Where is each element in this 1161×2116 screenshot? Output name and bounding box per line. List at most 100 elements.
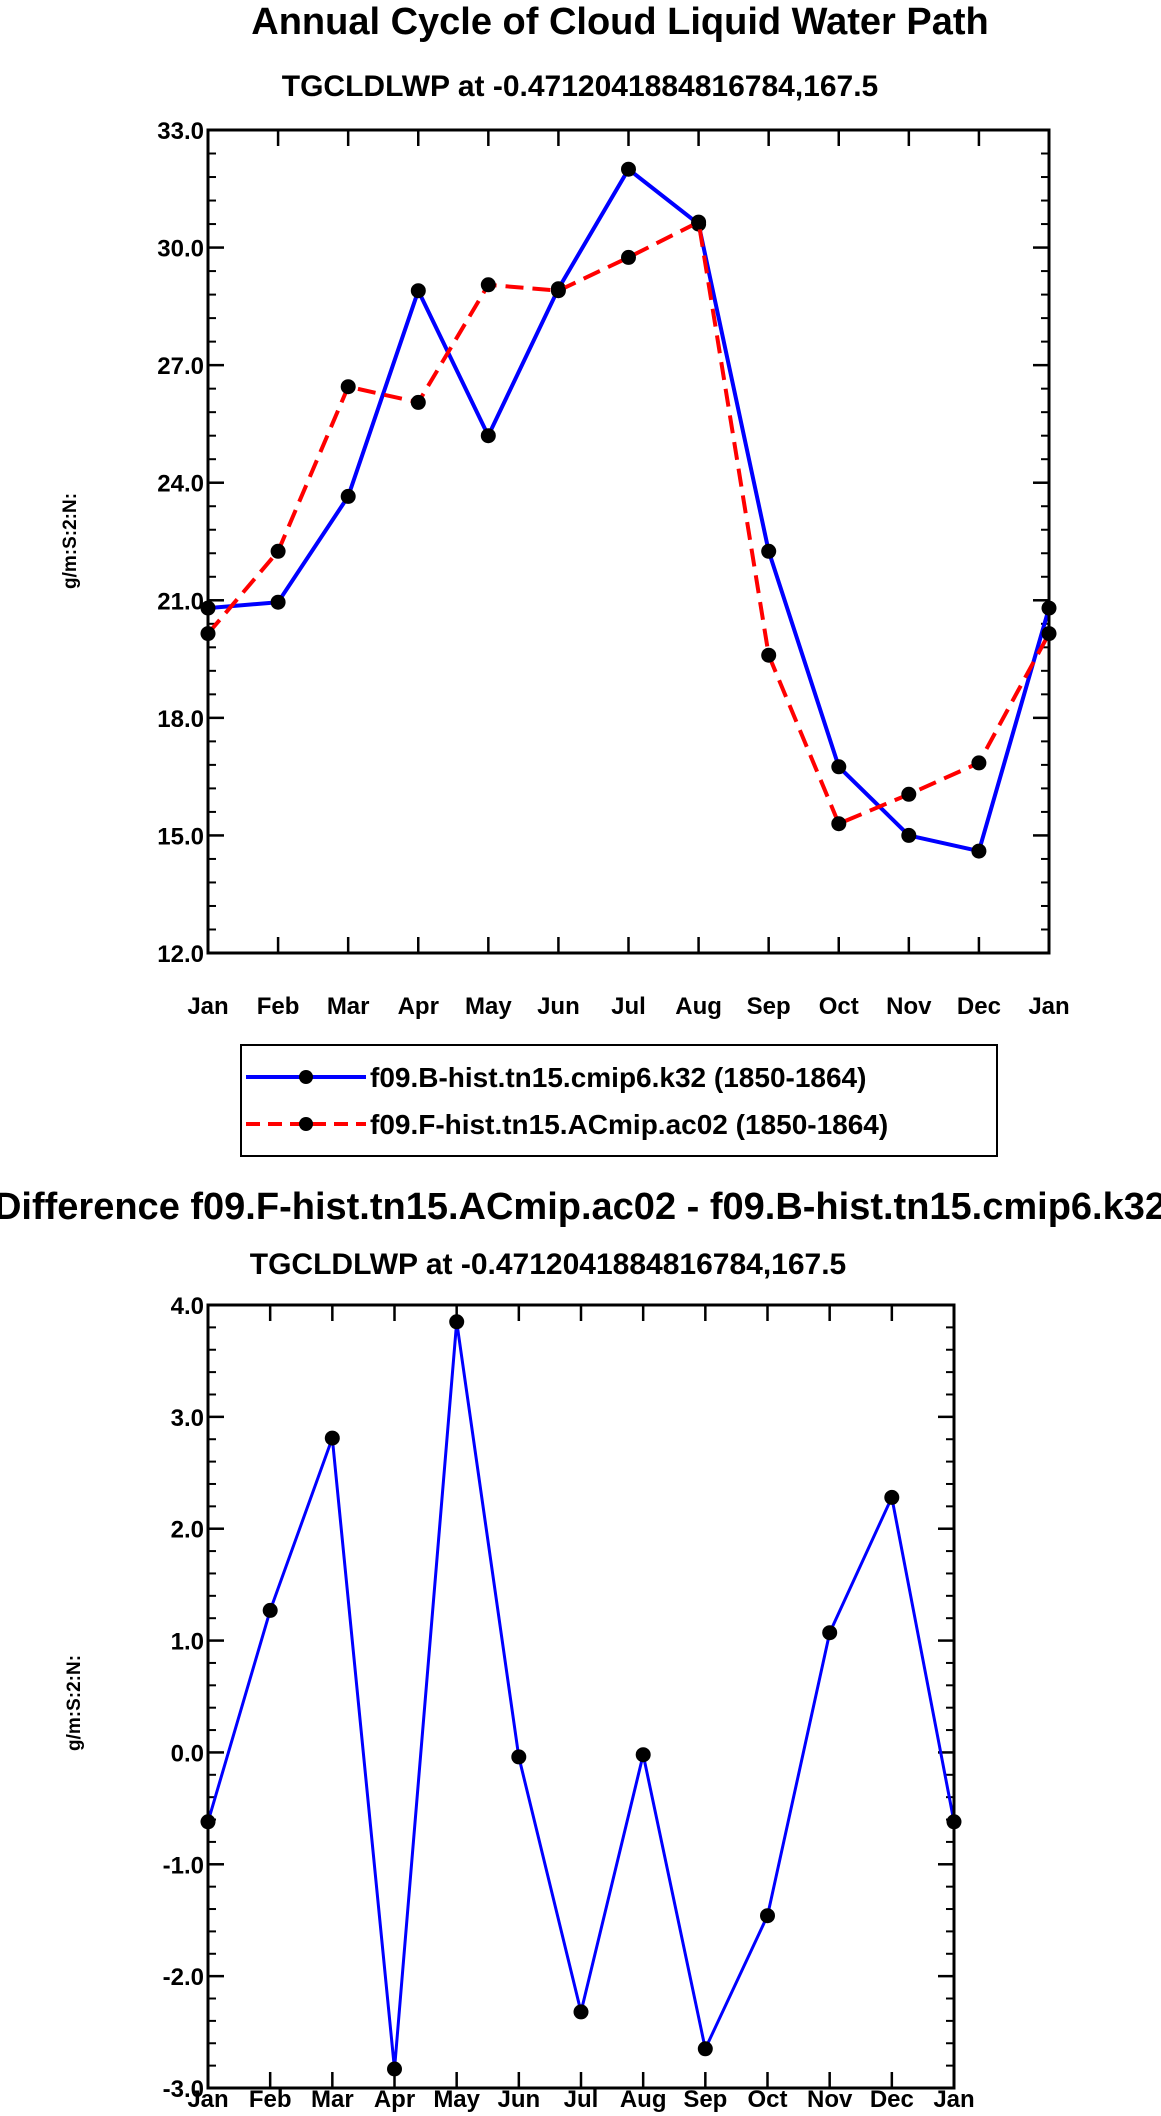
data-point-oct [760,1908,775,1924]
y-tick-label: 15.0 [157,823,204,850]
x-tick-label-apr: Apr [374,2086,415,2113]
data-point-jul [573,2004,589,2020]
data-point-sep [697,2041,713,2057]
y-tick-label: 24.0 [157,471,204,498]
data-point-jun [550,283,566,299]
chart1-title: Annual Cycle of Cloud Liquid Water Path [251,1,989,43]
series-line [206,1320,956,2071]
y-tick-label: 1.0 [171,1629,204,1656]
annual-cycle-chart: Annual Cycle of Cloud Liquid Water Path … [60,1,1070,1020]
y-tick-label: 18.0 [157,706,204,733]
x-tick-label-nov: Nov [886,993,932,1020]
y-tick-label: -1.0 [163,1852,204,1879]
x-tick-label-dec: Dec [870,2086,914,2113]
legend-box [240,1044,998,1157]
chart1-plot-frame [206,128,1051,955]
legend: f09.B-hist.tn15.cmip6.k32 (1850-1864) f0… [240,1044,998,1157]
data-point-oct [831,759,847,775]
data-point-mar [324,1430,340,1446]
y-tick-label: 4.0 [171,1293,204,1320]
series-line [207,167,1051,854]
x-tick-label-jun: Jun [537,993,580,1020]
y-tick-label: 33.0 [157,118,204,145]
chart2-plot-frame [206,1303,956,2090]
data-point-oct [831,816,847,832]
series-difference [200,1314,962,2077]
data-point-may [480,428,496,444]
x-tick-label-nov: Nov [807,2086,853,2113]
data-point-mar [340,379,356,395]
y-tick-label: 3.0 [171,1405,204,1432]
chart1-axis-ticks [206,128,1051,955]
chart1-y-axis-label: g/m:S:2:N: [60,493,81,589]
x-tick-label-jan: Jan [187,993,228,1020]
data-point-apr [410,283,426,299]
y-tick-label: 12.0 [157,941,204,968]
legend-label-b-hist: f09.B-hist.tn15.cmip6.k32 (1850-1864) [370,1062,866,1093]
series-b-hist [200,161,1057,859]
chart2-x-tick-labels: Jan Feb Mar Apr May Jun Jul Aug Sep Oct Nov Dec Jan [187,2086,974,2113]
data-point-feb [262,1602,278,1618]
data-point-jul [621,161,636,177]
x-tick-label-jul: Jul [564,2086,599,2113]
data-point-nov [901,827,917,843]
x-tick-label-sep: Sep [683,2086,727,2113]
data-point-dec [884,1489,900,1505]
data-point-jun [511,1749,527,1765]
data-point-mar [340,488,356,504]
chart2-axis-ticks [206,1303,956,2090]
data-point-apr [387,2061,402,2077]
data-point-aug [635,1747,651,1763]
y-tick-label: 2.0 [171,1517,204,1544]
chart2-subtitle: TGCLDLWP at -0.4712041884816784,167.5 [250,1248,846,1281]
data-point-feb [270,543,286,559]
x-tick-label-feb: Feb [257,993,300,1020]
x-tick-label-jul: Jul [611,993,646,1020]
series-line [206,220,1051,826]
x-tick-label-aug: Aug [675,993,722,1020]
data-point-sep [761,647,777,663]
data-point-apr [410,394,426,410]
x-tick-label-jun: Jun [497,2086,540,2113]
y-tick-label: 30.0 [157,236,204,263]
x-tick-label-jan: Jan [187,2086,228,2113]
data-point-aug [691,214,707,230]
x-tick-label-jan: Jan [1028,993,1069,1020]
chart1-y-tick-labels: 12.0 15.0 18.0 21.0 24.0 27.0 30.0 33.0 [157,118,204,968]
y-tick-label: 21.0 [157,588,204,615]
x-tick-label-apr: Apr [398,993,439,1020]
chart2-y-tick-labels: -3.0 -2.0 -1.0 0.0 1.0 2.0 3.0 4.0 [163,1293,204,2103]
y-tick-label: -2.0 [163,1964,204,1991]
data-point-nov [822,1625,838,1641]
data-point-sep [761,543,777,559]
series-f-hist [200,214,1057,832]
data-point-feb [270,594,286,610]
chart2-y-axis-label: g/m:S:2:N: [64,1655,85,1751]
x-tick-label-sep: Sep [747,993,791,1020]
chart2-title: Difference f09.F-hist.tn15.ACmip.ac02 - … [0,1186,1161,1228]
x-tick-label-oct: Oct [819,993,859,1020]
data-point-jul [621,249,636,265]
chart1-x-tick-labels: Jan Feb Mar Apr May Jun Jul Aug Sep Oct Nov Dec Jan [187,993,1069,1020]
y-tick-label: 0.0 [171,1740,204,1767]
legend-label-f-hist: f09.F-hist.tn15.ACmip.ac02 (1850-1864) [370,1109,888,1140]
x-tick-label-aug: Aug [620,2086,667,2113]
data-point-may [449,1314,465,1330]
y-tick-label: 27.0 [157,353,204,380]
legend-marker-f-hist [299,1117,313,1131]
data-point-nov [901,786,917,802]
x-tick-label-mar: Mar [311,2086,354,2113]
chart1-subtitle: TGCLDLWP at -0.4712041884816784,167.5 [282,70,878,103]
legend-marker-b-hist [299,1070,313,1084]
data-point-may [480,277,496,293]
x-tick-label-oct: Oct [747,2086,787,2113]
x-tick-label-may: May [465,993,512,1020]
x-tick-label-mar: Mar [327,993,370,1020]
y-tick-label: -3.0 [163,2076,204,2103]
x-tick-label-dec: Dec [957,993,1001,1020]
x-tick-label-feb: Feb [249,2086,292,2113]
x-tick-label-may: May [433,2086,480,2113]
x-tick-label-jan: Jan [933,2086,974,2113]
data-point-dec [971,843,987,859]
